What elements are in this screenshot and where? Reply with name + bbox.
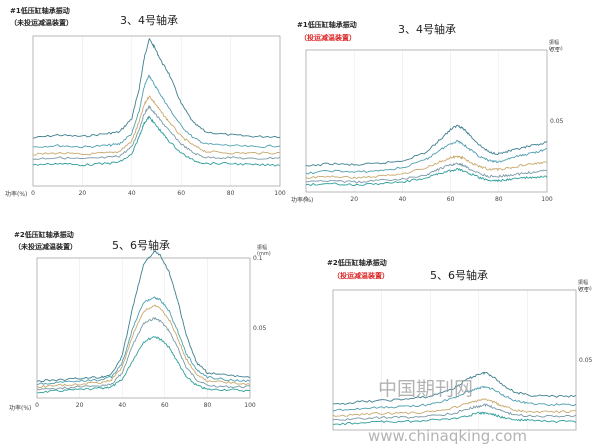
x-tick-label: 0 xyxy=(304,196,308,203)
y-tick-label: 0.05 xyxy=(579,357,593,364)
series-line-4 xyxy=(305,162,548,184)
series-line-1 xyxy=(333,371,577,405)
panel-3-title: 5、6号轴承 xyxy=(112,238,170,252)
watermark-url: www.chinaqking.com xyxy=(368,427,527,445)
panel-3: #2低压缸轴承振动 （未投运减温装置） 5、6号轴承 振幅 (mm) 功率(%)… xyxy=(9,230,271,412)
panel-4-condition: （投运减温装置） xyxy=(333,271,389,280)
x-tick-label: 60 xyxy=(161,402,169,409)
x-tick-label: 80 xyxy=(495,196,503,203)
x-tick-label: 60 xyxy=(447,196,455,203)
x-tick-label: 80 xyxy=(204,402,212,409)
x-tick-label: 20 xyxy=(79,190,87,197)
y-tick-label: 0.1 xyxy=(550,47,560,54)
y-tick-label: 0.1 xyxy=(579,287,589,294)
panel-2-condition: （投运减温装置） xyxy=(300,33,356,42)
series-line-3 xyxy=(36,304,251,389)
panel-1-title: 3、4号轴承 xyxy=(120,13,178,27)
x-tick-label: 100 xyxy=(244,402,256,409)
x-tick-label: 60 xyxy=(177,190,185,197)
panel-4-plot: 0.1 0.05 xyxy=(332,287,593,431)
panel-4-tag: #2低压缸轴承振动 xyxy=(327,258,387,267)
panel-2-tag: #1低压缸轴承振动 xyxy=(297,20,357,29)
x-tick-label: 20 xyxy=(350,196,358,203)
x-tick-label: 100 xyxy=(541,196,553,203)
x-tick-label: 0 xyxy=(35,402,39,409)
panel-4-title: 5、6号轴承 xyxy=(430,268,488,282)
series-line-5 xyxy=(32,115,281,167)
x-tick-label: 40 xyxy=(128,190,136,197)
panel-1-plot: 0 20 40 60 80 100 xyxy=(31,35,286,197)
panel-2-y-unit: (mm) xyxy=(549,46,563,52)
series-line-2 xyxy=(332,385,577,412)
series-line-3 xyxy=(32,95,281,156)
panel-3-ylabel: 振幅 xyxy=(257,244,267,251)
panel-2-xlabel: 功率(%) xyxy=(291,196,313,204)
series-line-2 xyxy=(305,139,548,175)
series-line-1 xyxy=(305,124,548,167)
series-line-4 xyxy=(332,403,577,421)
panel-3-xlabel: 功率(%) xyxy=(9,404,31,412)
series-line-1 xyxy=(36,249,251,383)
series-line-4 xyxy=(36,317,251,391)
watermark-logo: 中国期刊网 xyxy=(378,378,473,400)
panel-2-title: 3、4号轴承 xyxy=(398,22,456,36)
y-tick-label: 0.05 xyxy=(253,325,267,332)
panel-4-ylabel: 振幅 xyxy=(578,279,588,286)
plot-frame xyxy=(36,257,251,399)
series-line-1 xyxy=(32,37,281,139)
x-tick-label: 80 xyxy=(227,190,235,197)
x-tick-label: 100 xyxy=(274,190,286,197)
panel-2-plot: 0 20 40 60 80 100 0.1 0.05 xyxy=(304,47,563,203)
panel-2: #1低压缸轴承振动 （投运减温装置） 3、4号轴承 振幅 (mm) 功率(%) … xyxy=(291,20,564,204)
series-line-4 xyxy=(32,105,281,160)
panel-4: #2低压缸轴承振动 （投运减温装置） 5、6号轴承 振幅 (mm) 0.1 0.0… xyxy=(327,258,593,431)
y-tick-label: 0.05 xyxy=(550,118,564,125)
plot-frame xyxy=(332,289,577,431)
plot-frame xyxy=(305,49,548,193)
x-tick-label: 0 xyxy=(31,190,35,197)
x-tick-label: 40 xyxy=(399,196,407,203)
series-line-2 xyxy=(36,296,251,386)
series-line-3 xyxy=(305,155,548,180)
panel-3-plot: 0 20 40 60 80 100 0.1 0.05 xyxy=(35,249,267,409)
panel-1-condition: （未投运减温装置） xyxy=(10,18,73,27)
panel-3-y-unit: (mm) xyxy=(257,251,271,257)
panel-1-xlabel: 功率(%) xyxy=(5,190,27,198)
x-tick-label: 20 xyxy=(76,402,84,409)
series-line-5 xyxy=(332,411,577,426)
series-line-5 xyxy=(36,336,251,394)
panel-1-tag: #1低压缸轴承振动 xyxy=(10,6,70,15)
panel-4-y-unit: (mm) xyxy=(578,286,592,292)
x-tick-label: 40 xyxy=(118,402,126,409)
series-line-5 xyxy=(305,167,548,187)
series-line-3 xyxy=(332,398,576,417)
panel-1: #1低压缸轴承振动 （未投运减温装置） 3、4号轴承 功率(%) 0 20 40 60… xyxy=(5,6,286,198)
panel-3-tag: #2低压缸轴承振动 xyxy=(14,230,74,239)
series-line-2 xyxy=(33,74,281,149)
y-tick-label: 0.1 xyxy=(253,255,263,262)
plot-frame xyxy=(32,35,281,187)
panel-3-condition: （未投运减温装置） xyxy=(14,242,77,251)
watermark: 中国期刊网 www.chinaqking.com xyxy=(368,378,527,445)
panel-2-ylabel: 振幅 xyxy=(549,39,559,46)
